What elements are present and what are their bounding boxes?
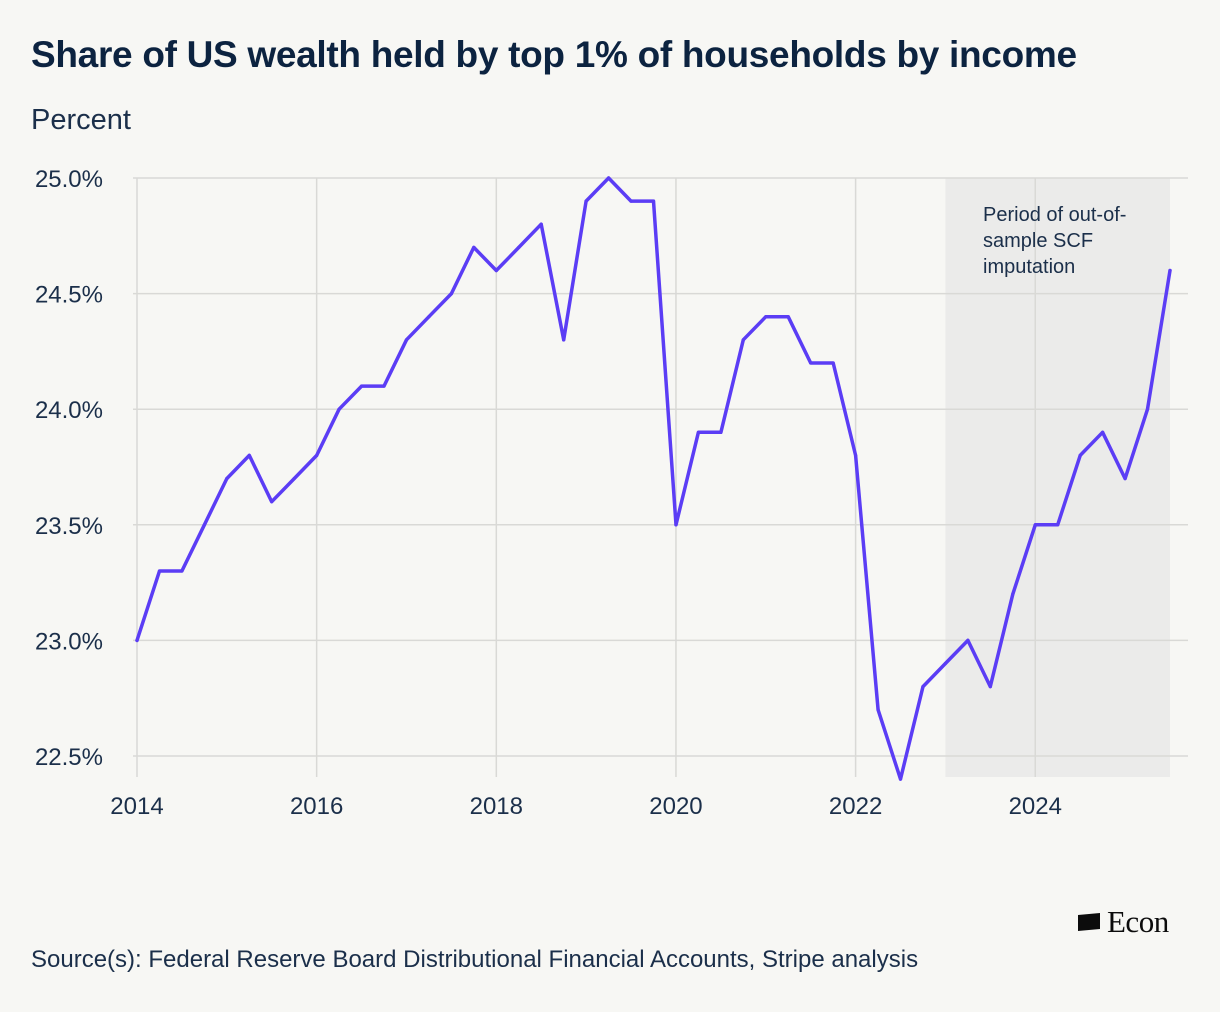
x-tick-label: 2018 xyxy=(470,793,523,820)
grid-layer xyxy=(133,177,1188,777)
data-point xyxy=(651,199,656,203)
data-point xyxy=(247,453,251,458)
data-point xyxy=(1168,268,1172,273)
data-point xyxy=(1145,407,1150,411)
data-point xyxy=(427,315,431,319)
logo-text: Econ xyxy=(1107,904,1169,939)
y-tick-label: 24.5% xyxy=(35,282,103,309)
data-point xyxy=(157,569,162,573)
book-icon xyxy=(1078,913,1100,931)
data-point xyxy=(764,315,768,319)
series-layer xyxy=(135,176,1172,781)
data-point xyxy=(135,638,139,643)
data-point xyxy=(629,199,633,203)
tick-label-layer: 25.0% 24.5% 24.0% 23.5% 23.0% 22.5% 2014 2016 20… xyxy=(35,166,1062,820)
econ-logo: Econ xyxy=(1077,904,1169,940)
data-point xyxy=(180,569,184,573)
data-point xyxy=(584,199,588,203)
shaded-region-layer xyxy=(945,178,1170,777)
y-tick-label: 22.5% xyxy=(35,744,103,771)
data-point xyxy=(898,777,903,781)
data-point xyxy=(606,176,611,180)
data-point xyxy=(831,361,835,365)
data-point xyxy=(1078,453,1082,458)
data-point xyxy=(943,661,948,666)
data-point xyxy=(966,638,970,643)
data-point xyxy=(382,384,386,388)
data-point xyxy=(876,708,880,712)
data-point xyxy=(1123,476,1127,481)
data-point xyxy=(337,407,341,411)
y-tick-label: 23.0% xyxy=(35,628,103,655)
data-point xyxy=(315,453,319,458)
data-point xyxy=(562,338,566,342)
data-point xyxy=(517,245,521,249)
data-point xyxy=(696,430,701,434)
data-point xyxy=(741,338,745,342)
data-point xyxy=(1056,523,1060,527)
data-point xyxy=(1101,430,1105,434)
data-point xyxy=(674,523,678,527)
annotation-layer: Period of out-of-sample SCF imputation xyxy=(983,204,1126,278)
shaded-region-label: Period of out-of-sample SCF imputation xyxy=(983,204,1126,278)
data-point xyxy=(449,292,453,296)
x-tick-label: 2014 xyxy=(110,793,163,820)
data-point xyxy=(225,476,229,481)
data-point xyxy=(359,384,364,388)
data-point xyxy=(921,685,925,689)
data-point xyxy=(539,222,543,226)
x-tick-label: 2016 xyxy=(290,793,343,820)
data-point xyxy=(1011,592,1015,596)
data-point xyxy=(988,685,992,689)
y-tick-label: 25.0% xyxy=(35,166,103,193)
source-note: Source(s): Federal Reserve Board Distrib… xyxy=(31,946,919,973)
data-point xyxy=(292,476,296,481)
data-point xyxy=(202,523,206,527)
x-tick-label: 2024 xyxy=(1009,793,1062,820)
y-tick-label: 23.5% xyxy=(35,513,103,540)
data-point xyxy=(1033,523,1037,527)
line-chart: 25.0% 24.5% 24.0% 23.5% 23.0% 22.5% 2014 2016 20… xyxy=(35,166,1188,820)
shaded-region xyxy=(945,178,1170,777)
data-point xyxy=(809,361,813,365)
data-point xyxy=(404,338,409,342)
x-tick-label: 2022 xyxy=(829,793,882,820)
data-point xyxy=(854,453,858,458)
data-point xyxy=(719,430,723,434)
data-point xyxy=(786,315,790,319)
data-point xyxy=(494,268,498,273)
data-point xyxy=(270,500,274,504)
x-tick-label: 2020 xyxy=(649,793,702,820)
y-tick-label: 24.0% xyxy=(35,397,103,424)
chart-title: Share of US wealth held by top 1% of hou… xyxy=(31,34,1077,75)
y-axis-unit-label: Percent xyxy=(31,104,131,136)
data-point xyxy=(472,245,476,249)
